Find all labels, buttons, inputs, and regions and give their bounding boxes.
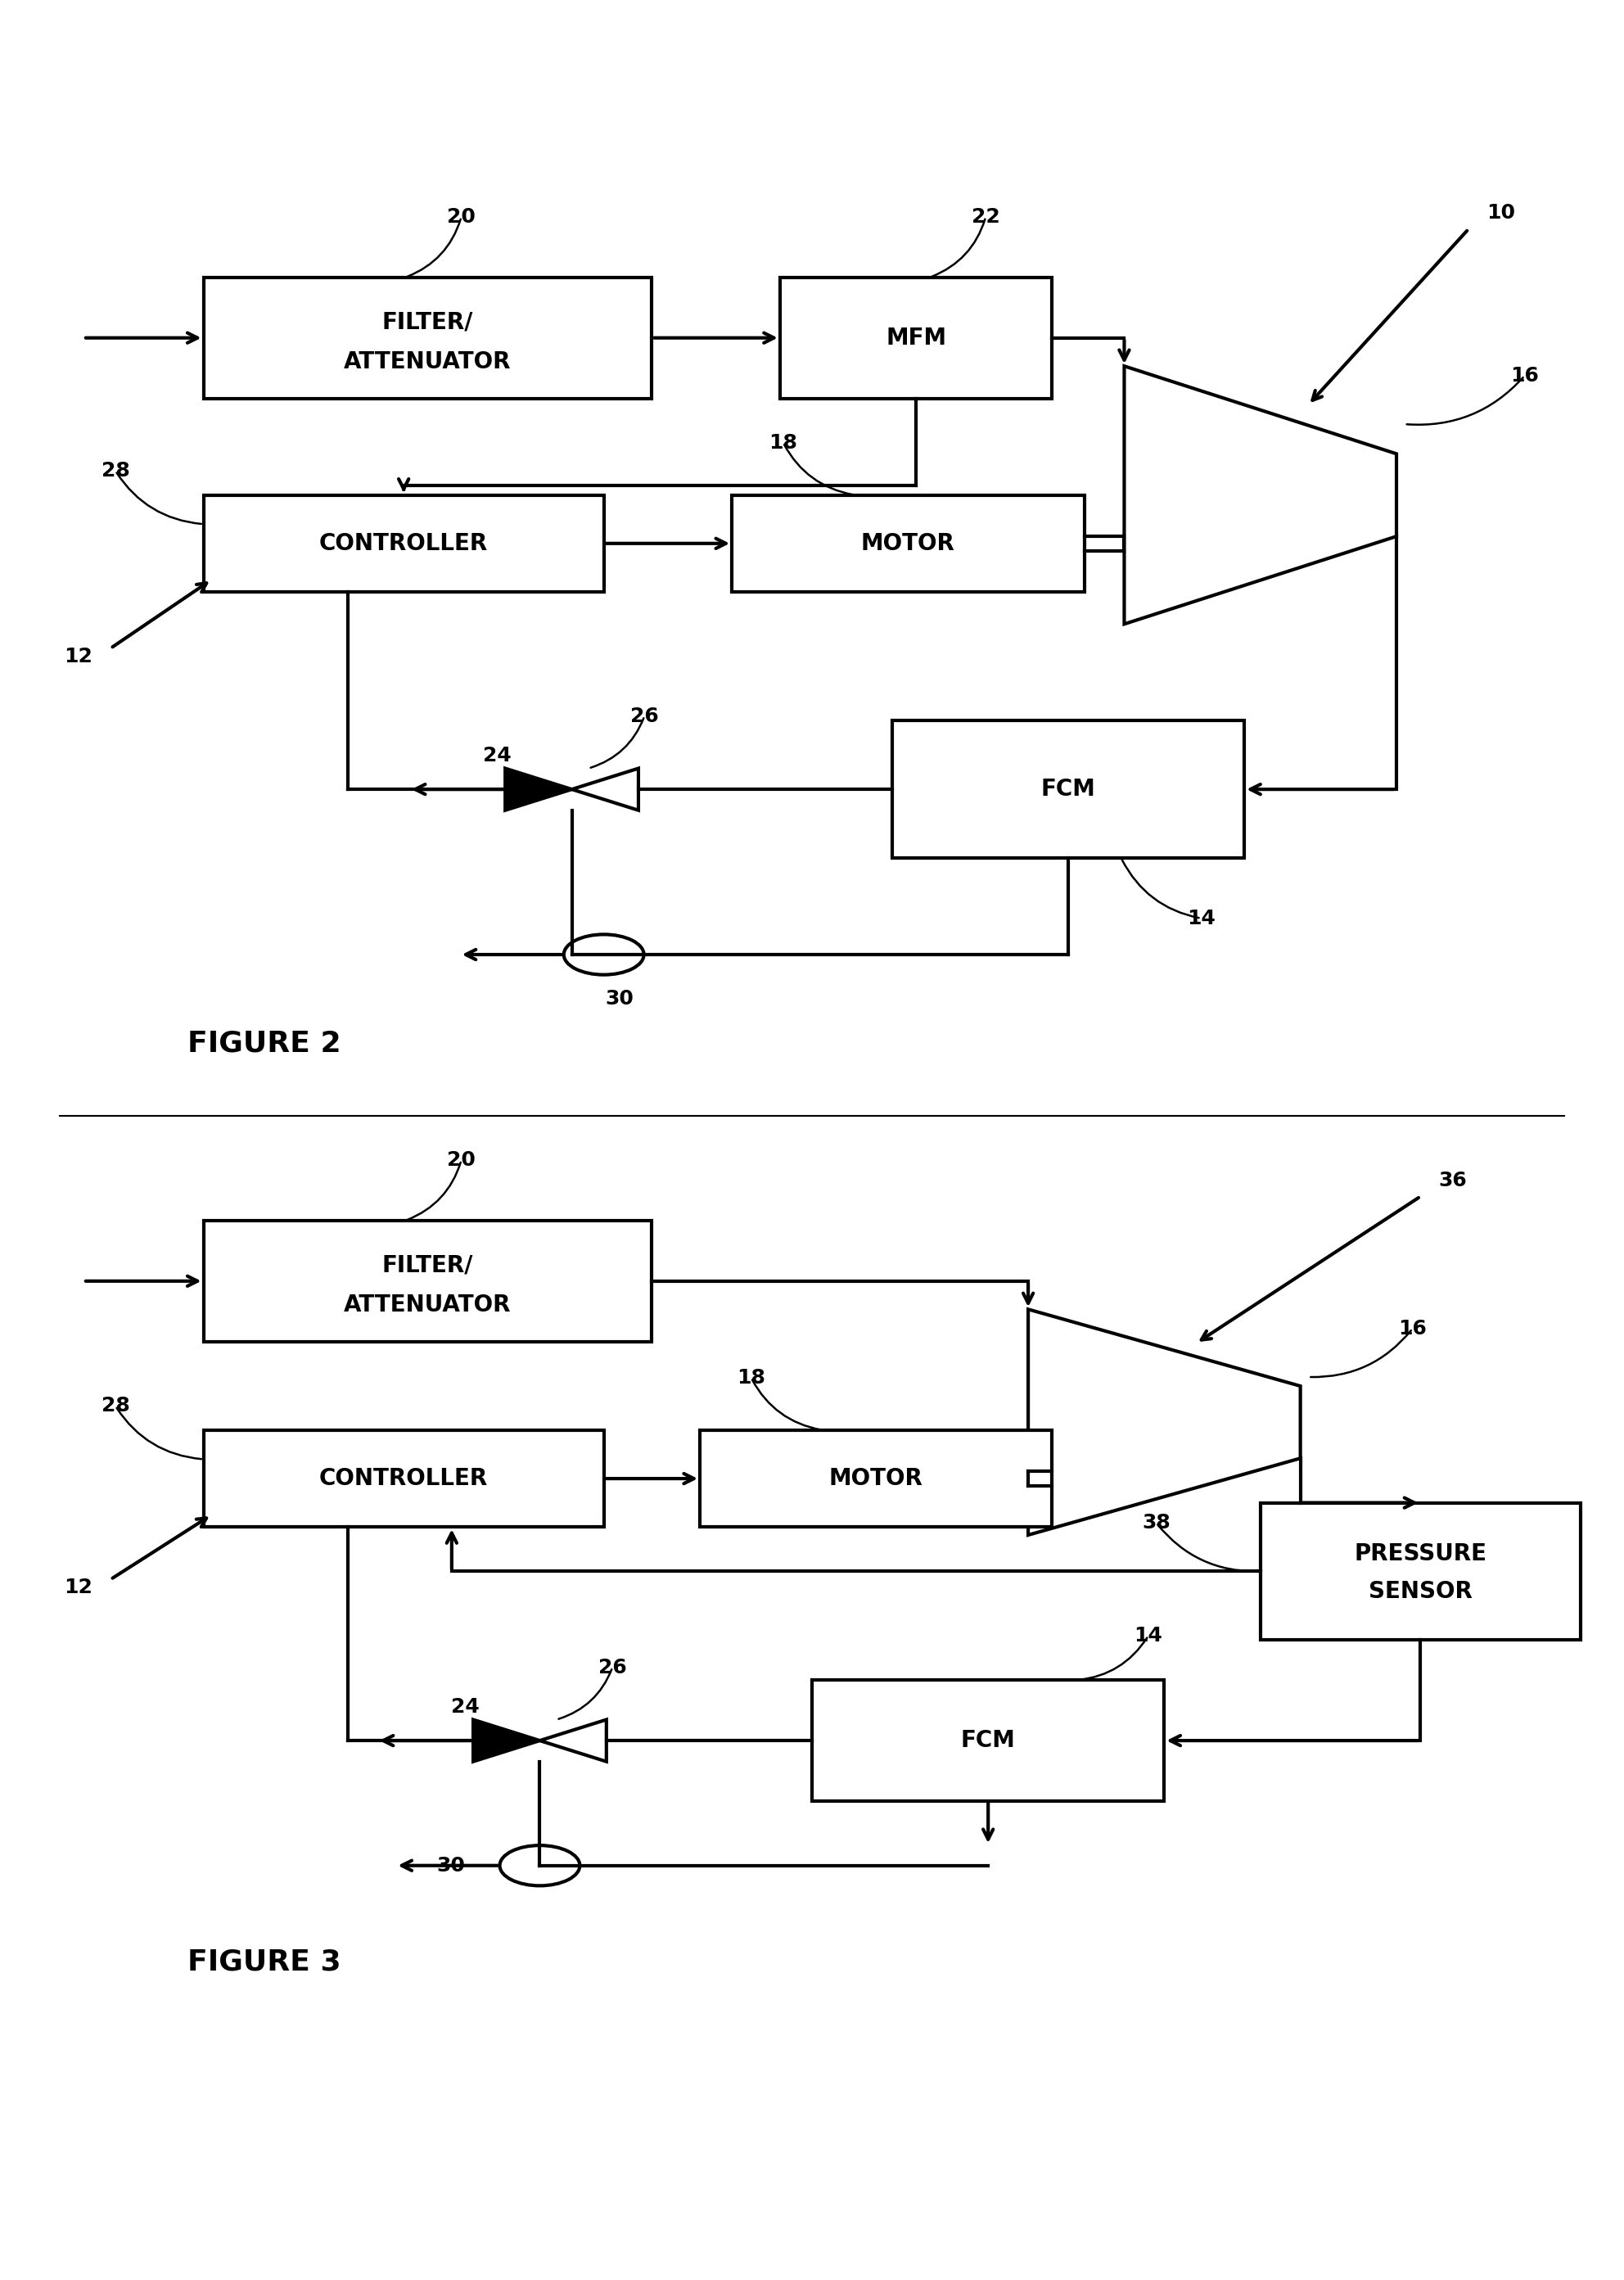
Text: 20: 20: [447, 207, 476, 226]
FancyBboxPatch shape: [203, 1430, 604, 1528]
Text: FILTER/: FILTER/: [382, 310, 473, 333]
Polygon shape: [505, 768, 572, 809]
Text: 18: 18: [768, 433, 797, 451]
FancyBboxPatch shape: [203, 1220, 651, 1341]
Text: FCM: FCM: [1041, 777, 1096, 800]
Text: SENSOR: SENSOR: [1369, 1580, 1473, 1603]
Text: 26: 26: [598, 1658, 627, 1678]
Text: ATTENUATOR: ATTENUATOR: [344, 1293, 512, 1318]
Text: 16: 16: [1398, 1318, 1427, 1338]
Text: 20: 20: [447, 1151, 476, 1170]
FancyBboxPatch shape: [732, 495, 1085, 593]
Text: 28: 28: [101, 461, 130, 481]
Text: 14: 14: [1134, 1626, 1163, 1646]
FancyBboxPatch shape: [700, 1430, 1052, 1528]
Text: FIGURE 3: FIGURE 3: [187, 1949, 341, 1977]
Text: 14: 14: [1187, 907, 1215, 928]
Polygon shape: [473, 1719, 539, 1762]
Text: 30: 30: [606, 990, 633, 1008]
Text: FCM: FCM: [961, 1728, 1015, 1751]
Text: 28: 28: [101, 1395, 130, 1416]
Text: 24: 24: [482, 746, 512, 766]
Text: 10: 10: [1486, 203, 1515, 223]
Text: FIGURE 2: FIGURE 2: [187, 1028, 341, 1058]
Text: 24: 24: [451, 1696, 479, 1717]
FancyBboxPatch shape: [812, 1680, 1164, 1801]
Text: CONTROLLER: CONTROLLER: [320, 1466, 489, 1491]
FancyBboxPatch shape: [892, 720, 1244, 857]
FancyBboxPatch shape: [780, 278, 1052, 399]
Text: 12: 12: [65, 1578, 93, 1598]
Text: 30: 30: [437, 1856, 464, 1876]
Text: 22: 22: [971, 207, 1000, 226]
Text: 16: 16: [1510, 365, 1540, 385]
Text: MOTOR: MOTOR: [861, 531, 955, 554]
Text: ATTENUATOR: ATTENUATOR: [344, 351, 512, 374]
Text: MOTOR: MOTOR: [828, 1466, 922, 1491]
Text: 38: 38: [1142, 1514, 1171, 1532]
Text: 12: 12: [65, 648, 93, 666]
FancyBboxPatch shape: [203, 278, 651, 399]
FancyBboxPatch shape: [1260, 1503, 1580, 1639]
Text: FILTER/: FILTER/: [382, 1254, 473, 1277]
Text: 18: 18: [737, 1368, 765, 1389]
Text: CONTROLLER: CONTROLLER: [320, 531, 489, 554]
Text: 36: 36: [1439, 1170, 1466, 1190]
Text: 26: 26: [630, 707, 659, 725]
Text: PRESSURE: PRESSURE: [1354, 1541, 1488, 1564]
FancyBboxPatch shape: [203, 495, 604, 593]
Text: MFM: MFM: [885, 326, 947, 349]
